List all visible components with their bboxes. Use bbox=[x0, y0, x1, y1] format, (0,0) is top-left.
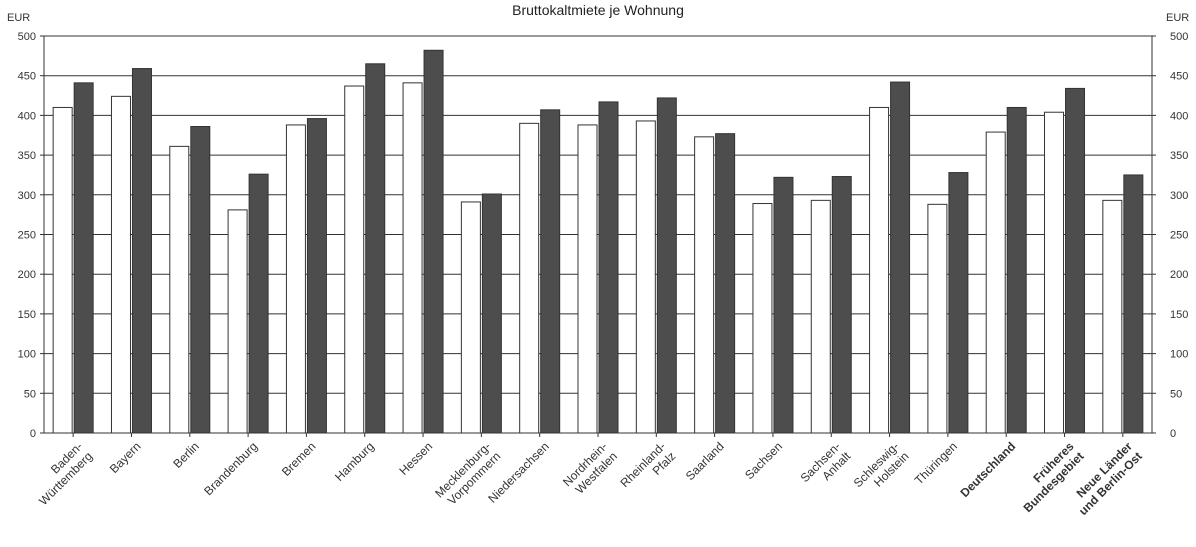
bar-series-1 bbox=[285, 124, 306, 434]
y-tick-label-right: 300 bbox=[1170, 190, 1188, 202]
x-tick-label: Rheinland-Pfalz bbox=[617, 439, 678, 500]
bar-series-1 bbox=[694, 136, 715, 434]
bar-series-1 bbox=[869, 106, 890, 434]
bar-series-1 bbox=[460, 201, 481, 434]
y-tick-label-right: 0 bbox=[1170, 428, 1176, 440]
x-tick-label: Schleswig-Holstein bbox=[851, 439, 912, 500]
bar-series-1 bbox=[985, 131, 1006, 434]
y-tick-label-right: 450 bbox=[1170, 71, 1188, 83]
chart-title: Bruttokaltmiete je Wohnung bbox=[512, 2, 684, 18]
bar-series-1 bbox=[927, 203, 948, 434]
x-tick-label: Nordrhein-Westfalen bbox=[560, 439, 620, 499]
bar-series-1 bbox=[52, 106, 73, 434]
x-tick-label: Baden-Württemberg bbox=[26, 439, 95, 508]
x-tick-label: Saarland bbox=[683, 439, 727, 483]
bar-series-1 bbox=[227, 209, 248, 434]
bar-series-2 bbox=[306, 118, 327, 434]
bar-series-2 bbox=[190, 126, 211, 434]
bar-series-2 bbox=[715, 133, 736, 434]
y-tick-label-left: 200 bbox=[18, 269, 36, 281]
y-tick-label-right: 50 bbox=[1170, 388, 1182, 400]
bar-series-2 bbox=[656, 97, 677, 434]
y-tick-label-right: 400 bbox=[1170, 110, 1188, 122]
bar-series-2 bbox=[481, 193, 502, 434]
bar-series-2 bbox=[598, 101, 619, 434]
bar-series-2 bbox=[423, 49, 444, 434]
y-tick-label-left: 450 bbox=[18, 71, 36, 83]
y-tick-label-right: 150 bbox=[1170, 309, 1188, 321]
y-tick-label-left: 350 bbox=[18, 150, 36, 162]
y-tick-label-left: 50 bbox=[24, 388, 36, 400]
bar-series-2 bbox=[773, 176, 794, 434]
y-tick-label-right: 500 bbox=[1170, 31, 1188, 43]
y-tick-label-right: 100 bbox=[1170, 349, 1188, 361]
x-tick-label: Berlin bbox=[170, 439, 202, 471]
x-tick-label: Brandenburg bbox=[201, 439, 260, 498]
bar-series-2 bbox=[1123, 174, 1144, 434]
y-tick-label-left: 150 bbox=[18, 309, 36, 321]
bar-series-2 bbox=[1006, 106, 1027, 434]
bar-series-1 bbox=[810, 199, 831, 434]
x-tick-label: Hessen bbox=[397, 439, 436, 478]
x-tick-label: Deutschland bbox=[958, 439, 1019, 500]
bar-series-2 bbox=[131, 68, 152, 434]
y-tick-label-right: 250 bbox=[1170, 230, 1188, 242]
bar-series-1 bbox=[344, 85, 365, 434]
x-tick-label: Hamburg bbox=[332, 439, 377, 484]
y-tick-label-left: 250 bbox=[18, 230, 36, 242]
y-tick-label-left: 0 bbox=[30, 428, 36, 440]
y-tick-label-left: 300 bbox=[18, 190, 36, 202]
bar-series-1 bbox=[1102, 199, 1123, 434]
x-tick-label: Sachsen bbox=[742, 439, 785, 482]
x-tick-label: Bayern bbox=[107, 439, 144, 476]
bar-series-1 bbox=[635, 120, 656, 434]
bar-series-2 bbox=[948, 172, 969, 434]
bar-series-1 bbox=[402, 82, 423, 434]
x-tick-label: Sachsen-Anhalt bbox=[798, 439, 854, 495]
y-tick-label-right: 350 bbox=[1170, 150, 1188, 162]
bar-series-2 bbox=[540, 109, 561, 434]
y-tick-label-left: 400 bbox=[18, 110, 36, 122]
x-tick-label: FrüheresBundesgebiet bbox=[1011, 439, 1087, 515]
bar-series-2 bbox=[831, 176, 852, 434]
y-tick-label-left: 100 bbox=[18, 349, 36, 361]
y-tick-label-right: 200 bbox=[1170, 269, 1188, 281]
bar-series-1 bbox=[519, 122, 540, 434]
bar-series-1 bbox=[169, 145, 190, 434]
y-tick-label-left: 500 bbox=[18, 31, 36, 43]
bar-series-2 bbox=[890, 81, 911, 434]
x-tick-label: Bremen bbox=[279, 439, 319, 479]
bar-series-1 bbox=[577, 124, 598, 434]
bar-series-2 bbox=[1065, 87, 1086, 434]
bar-series-2 bbox=[248, 173, 269, 434]
x-tick-label: Thüringen bbox=[912, 439, 960, 487]
bar-series-2 bbox=[365, 63, 386, 434]
y-unit-label-left: EUR bbox=[7, 12, 31, 24]
bar-series-1 bbox=[110, 95, 131, 434]
bar-series-1 bbox=[1044, 111, 1065, 434]
bar-series-1 bbox=[752, 203, 773, 434]
bar-series-2 bbox=[73, 82, 94, 434]
y-unit-label-right: EUR bbox=[1166, 12, 1190, 24]
x-tick-label: Niedersachsen bbox=[485, 439, 552, 506]
